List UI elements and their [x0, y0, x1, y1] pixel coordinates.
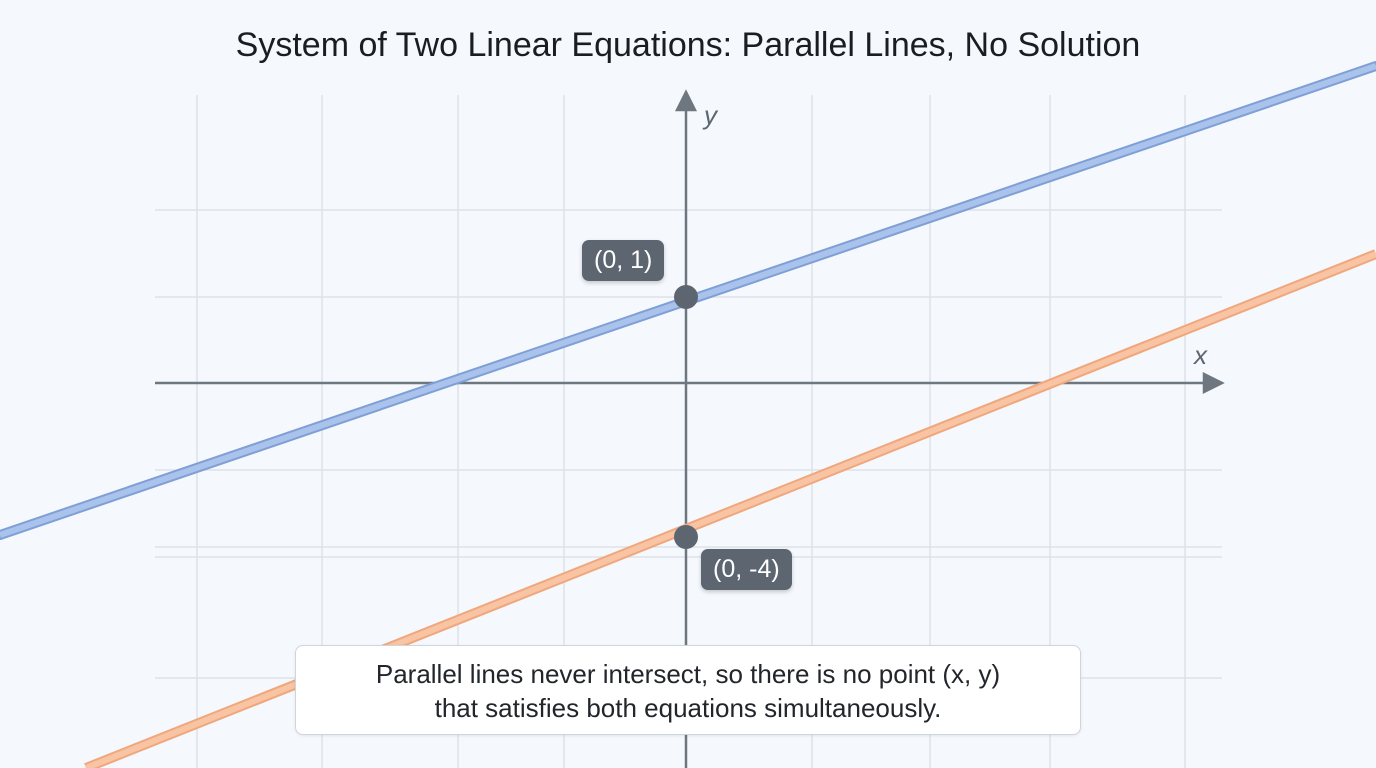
point-0-neg4 — [674, 525, 698, 549]
point-label-0-1: (0, 1) — [582, 240, 665, 281]
x-axis-label: x — [1194, 340, 1207, 370]
diagram-title: System of Two Linear Equations: Parallel… — [235, 26, 1141, 64]
point-label-0-neg4: (0, -4) — [701, 549, 792, 590]
explanation-note: Parallel lines never intersect, so there… — [295, 645, 1081, 735]
x-axis-arrow — [1202, 371, 1225, 395]
y-axis-arrow — [674, 89, 698, 112]
note-line-2: that satisfies both equations simultaneo… — [434, 693, 942, 723]
y-axis-label: y — [704, 100, 717, 130]
note-line-1: Parallel lines never intersect, so there… — [375, 659, 1001, 689]
point-0-1 — [674, 285, 698, 309]
